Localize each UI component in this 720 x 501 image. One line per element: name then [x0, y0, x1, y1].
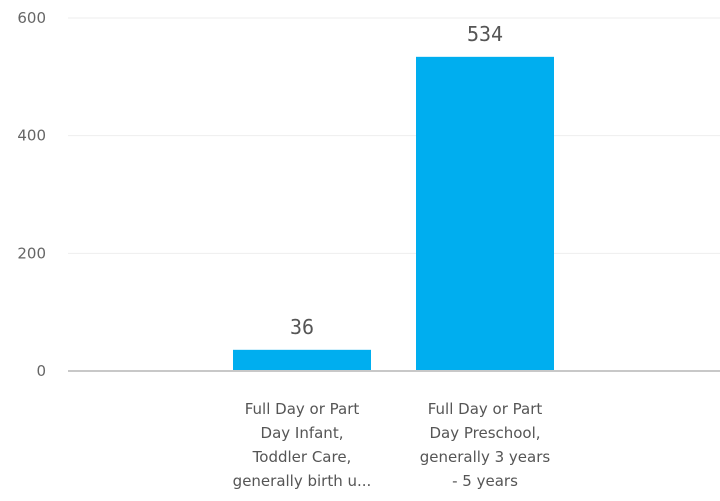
bars — [233, 56, 554, 372]
data-labels: 36 534 — [290, 22, 503, 339]
category-label-line: Toddler Care, — [252, 448, 352, 466]
category-label-line: - 5 years — [452, 472, 518, 490]
category-labels: Full Day or Part Day Infant, Toddler Care,… — [233, 400, 551, 490]
data-label: 534 — [467, 22, 503, 46]
y-tick-label: 200 — [17, 244, 46, 262]
category-label-line: Day Preschool, — [429, 424, 540, 442]
category-label-line: Full Day or Part — [245, 400, 360, 418]
category-label-line: Full Day or Part — [428, 400, 543, 418]
category-label-line: generally 3 years — [420, 448, 551, 466]
gridlines — [68, 17, 720, 254]
category-label-line: generally birth u... — [233, 472, 372, 490]
bar — [416, 56, 554, 372]
y-tick-label: 400 — [17, 127, 46, 145]
category-label-line: Day Infant, — [261, 424, 344, 442]
y-axis-ticks: 0 200 400 600 — [17, 9, 46, 380]
y-tick-label: 0 — [36, 362, 46, 380]
y-tick-label: 600 — [17, 9, 46, 27]
data-label: 36 — [290, 315, 314, 339]
bar — [233, 349, 371, 371]
